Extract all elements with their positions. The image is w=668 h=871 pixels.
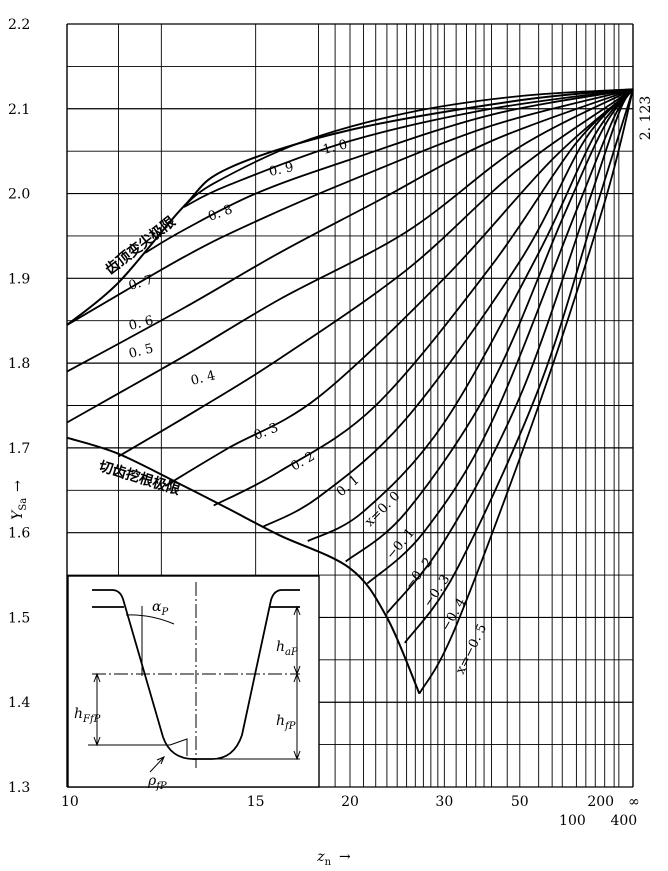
curve-label: 0. 8 [206,202,234,225]
undercut-limit-curve [66,436,421,695]
inset-profile: αP haP hfP hFfP ρfP [67,575,320,792]
inset-alpha-label: αP [152,599,168,618]
inset-hffp-label: hFfP [74,706,101,725]
series-line [118,88,634,458]
y-axis-label: YSa→ [10,480,29,520]
axis-labels: 2. 123 YSa→ zn → [10,96,654,868]
inset-hfp-label: hfP [276,713,296,732]
x-tick-label: ∞ [628,794,640,810]
y-tick-label: 1.5 [8,610,30,626]
x-tick-label-second-row: 400 [610,813,637,829]
curve-label: −0. 4 [438,596,469,634]
curve-label: 0. 7 [127,273,155,294]
curve-label: x=−0. 5 [453,622,490,677]
x-tick-label: 200 [587,794,614,810]
curve-label: 0. 3 [252,421,281,444]
series-line [66,88,634,424]
series-line [183,88,634,208]
y-tick-label: 1.7 [8,441,30,457]
curve-label: 0. 1 [334,473,363,500]
series-line [307,88,634,542]
series-line [213,88,634,507]
curve-label: −0. 3 [421,572,453,610]
y-tick-label: 2.0 [8,187,30,203]
y-tick-label: 2.1 [8,102,30,118]
x-tick-label: 15 [247,794,265,810]
series-line [66,88,634,373]
series-line [418,89,634,695]
series-line [366,88,634,585]
y-tick-label: 1.8 [8,356,30,372]
series-line [183,88,634,208]
x-axis-label: zn → [316,849,351,868]
x-tick-label: 30 [435,794,453,810]
inset-alpha-arc [125,614,175,625]
series-line [66,88,634,326]
y-tick-label: 1.4 [8,695,30,711]
y-tick-label: 1.6 [8,526,30,542]
x-tick-label: 10 [61,794,79,810]
inset-rho-label: ρfP [147,773,167,792]
inset-frame [67,575,320,788]
series-line [404,89,634,644]
curve-label: 0. 4 [189,368,217,389]
curve-label: 0. 9 [268,160,295,180]
series-line [262,88,634,528]
curve-label: 1. 0 [321,137,349,158]
y-tick-label: 1.9 [8,271,30,287]
x-tick-label: 20 [341,794,359,810]
limit-curves [66,88,634,695]
curve-label: 0. 5 [127,341,155,362]
y-tick-label: 2.2 [8,17,30,33]
inset-root-triangle [169,738,188,756]
series-line [164,88,634,487]
tip-limit-label: 齿顶变尖极限 [102,213,179,278]
curve-label: 0. 6 [127,313,155,334]
curves [66,88,634,695]
inset-rho-leader [149,756,165,773]
series-line [345,88,634,563]
x-tick-label: 50 [511,794,529,810]
series-line [386,88,634,614]
inset-hap-label: haP [276,639,298,658]
y-tick-label: 1.3 [8,780,30,796]
x-tick-label-second-row: 100 [559,813,586,829]
convergence-label: 2. 123 [638,96,654,141]
tip-limit-curve [66,88,634,326]
series-line [144,88,634,254]
